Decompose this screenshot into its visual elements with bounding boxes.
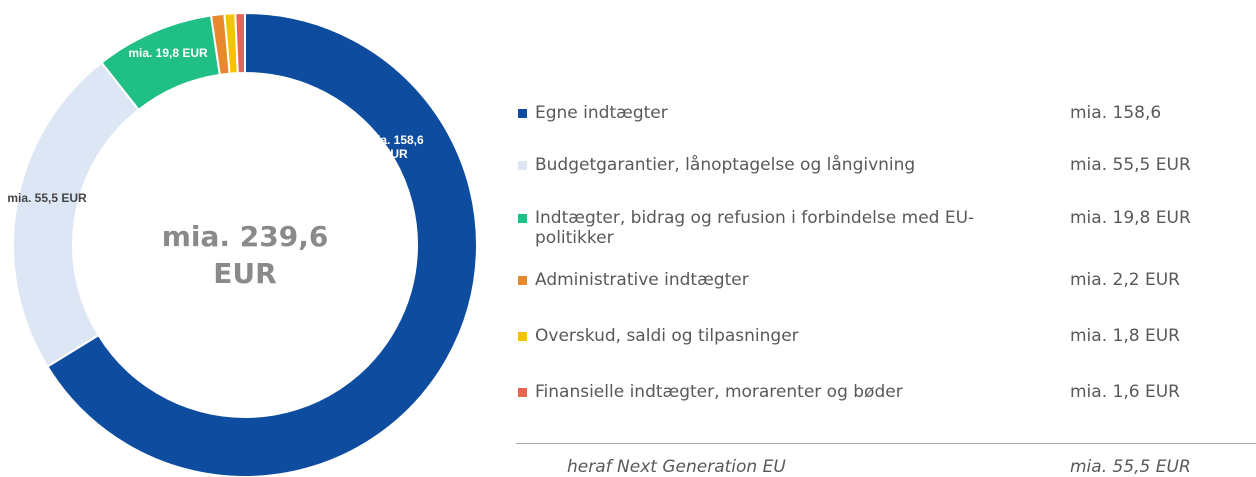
legend-value: mia. 2,2 EUR bbox=[1070, 270, 1180, 290]
legend-value: mia. 55,5 EUR bbox=[1070, 155, 1191, 175]
legend-label: Indtægter, bidrag og refusion i forbinde… bbox=[535, 208, 975, 248]
slice-label: mia. 55,5 EUR bbox=[7, 191, 87, 205]
legend-label: Budgetgarantier, lånoptagelse og långivn… bbox=[535, 155, 916, 175]
slice bbox=[12, 61, 141, 368]
legend-label: Administrative indtægter bbox=[535, 270, 749, 290]
legend-value: mia. 1,6 EUR bbox=[1070, 382, 1180, 402]
slice-label: mia. 19,8 EUR bbox=[128, 46, 208, 60]
total-label: mia. 239,6 EUR bbox=[161, 220, 329, 290]
legend-swatch bbox=[518, 388, 527, 397]
note-value: mia. 55,5 EUR bbox=[1070, 457, 1191, 477]
legend-value: mia. 1,8 EUR bbox=[1070, 326, 1180, 346]
legend-swatch bbox=[518, 214, 527, 223]
slice-label: mia. 158,6 EUR bbox=[366, 133, 424, 161]
legend-label: Overskud, saldi og tilpasninger bbox=[535, 326, 799, 346]
legend-swatch bbox=[518, 332, 527, 341]
separator bbox=[516, 443, 1256, 444]
legend-value: mia. 19,8 EUR bbox=[1070, 208, 1191, 228]
legend-swatch bbox=[518, 276, 527, 285]
slice bbox=[234, 11, 246, 75]
legend-swatch bbox=[518, 109, 527, 118]
legend-label: Finansielle indtægter, morarenter og bød… bbox=[535, 382, 903, 402]
legend-swatch bbox=[518, 161, 527, 170]
note-label: heraf Next Generation EU bbox=[567, 457, 786, 477]
chart bbox=[12, 11, 478, 477]
legend-label: Egne indtægter bbox=[535, 103, 668, 123]
slice bbox=[46, 11, 478, 477]
legend-value: mia. 158,6 bbox=[1070, 103, 1162, 123]
